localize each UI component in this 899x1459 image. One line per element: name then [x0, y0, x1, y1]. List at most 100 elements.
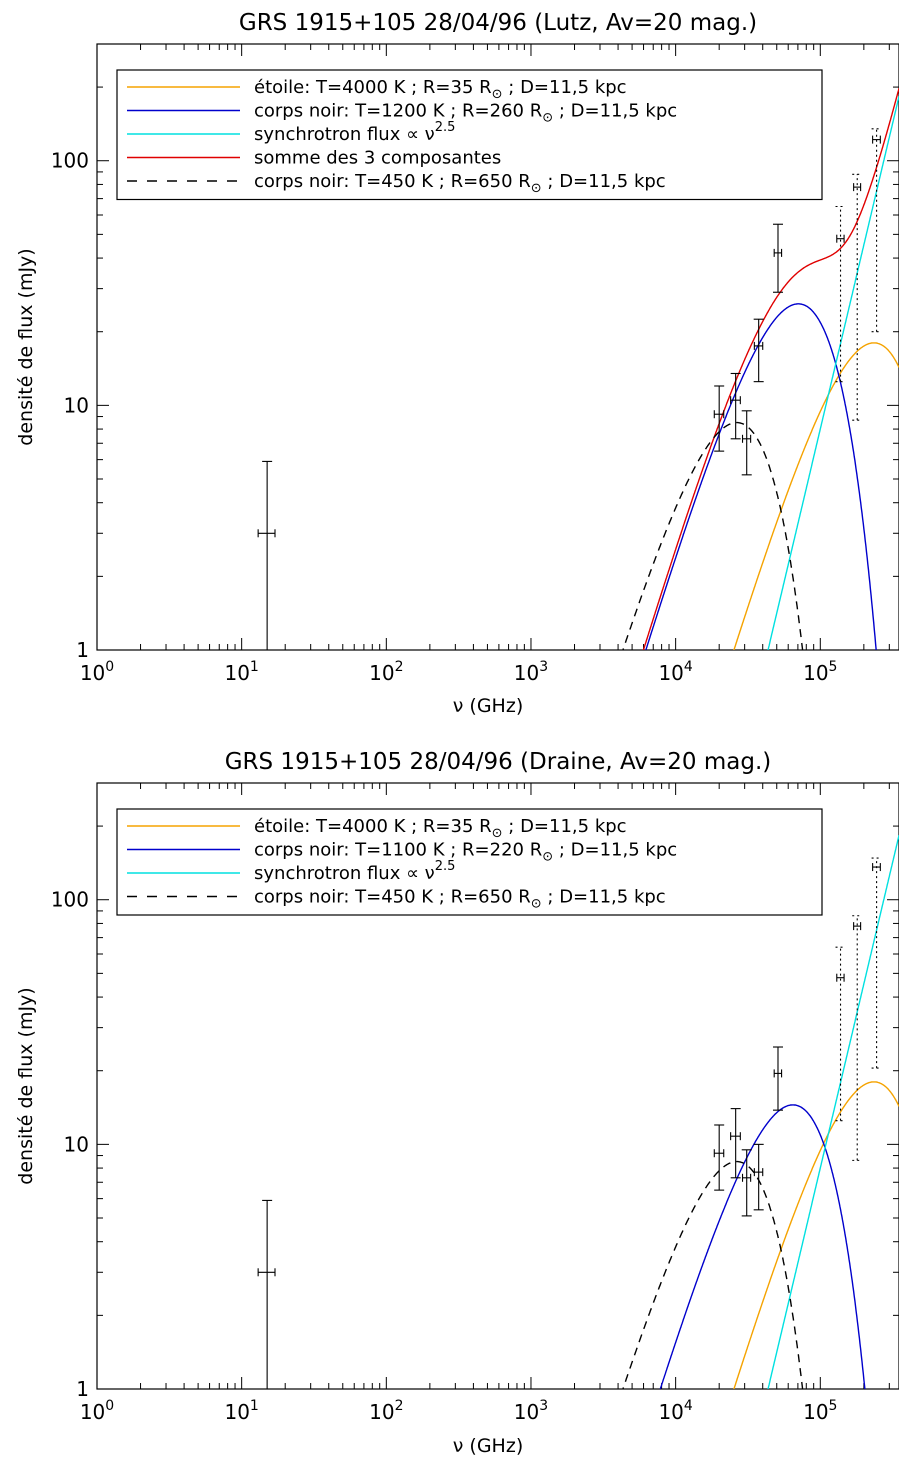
legend-tail: ; D=11,5 kpc [503, 816, 627, 837]
x-tick-label-exponent: 2 [395, 659, 404, 675]
x-tick-label-exponent: 3 [539, 1398, 548, 1414]
legend-entry: corps noir: T=1100 K ; R=220 R⊙ ; D=11,5… [254, 840, 677, 865]
x-tick-label: 104 [658, 1398, 692, 1424]
x-tick-label-exponent: 1 [250, 659, 259, 675]
x-tick-label: 105 [803, 1398, 837, 1424]
x-axis-label: ν (GHz) [453, 1435, 523, 1457]
data-point [257, 460, 276, 650]
x-tick-label-base: 10 [658, 1400, 683, 1424]
legend-entry: corps noir: T=450 K ; R=650 R⊙ ; D=11,5 … [254, 171, 666, 196]
legend-text: corps noir: T=1100 K ; R=220 R [254, 840, 542, 861]
series-line-bb [645, 303, 877, 650]
x-tick-label-base: 10 [803, 661, 828, 685]
plot-frame [96, 782, 899, 1390]
legend-subscript: ⊙ [492, 826, 503, 841]
x-tick-label-exponent: 4 [684, 1398, 693, 1414]
data-point [713, 385, 725, 452]
legend-entry: étoile: T=4000 K ; R=35 R⊙ ; D=11,5 kpc [254, 77, 627, 102]
legend-entry: synchrotron flux ∝ ν2.5 [254, 120, 455, 145]
x-tick-label-exponent: 4 [684, 659, 693, 675]
legend-tail: ; D=11,5 kpc [542, 887, 666, 908]
x-tick-label: 100 [80, 659, 114, 685]
series-line-bbd [622, 1160, 804, 1389]
data-point [852, 173, 863, 421]
data-point [753, 318, 764, 383]
data-point [741, 410, 752, 476]
x-tick-label: 105 [803, 659, 837, 685]
series-line-bb [659, 1104, 866, 1389]
data-point [835, 946, 846, 1122]
legend-tail: ; D=11,5 kpc [553, 101, 677, 122]
y-tick-label: 100 [51, 888, 89, 912]
data-point [772, 223, 783, 293]
data-point [852, 915, 863, 1161]
legend-subscript: ⊙ [542, 111, 553, 126]
y-axis-label: densité de flux (mJy) [15, 248, 37, 445]
legend-subscript: ⊙ [542, 850, 553, 865]
x-axis-label: ν (GHz) [453, 695, 523, 717]
x-tick-label-exponent: 2 [395, 1398, 404, 1414]
x-tick-label-exponent: 5 [829, 1398, 838, 1414]
x-tick-label-exponent: 1 [250, 1398, 259, 1414]
x-tick-label-exponent: 0 [105, 659, 114, 675]
y-tick-label: 100 [51, 149, 89, 173]
curves [622, 88, 899, 650]
legend-subscript: ⊙ [531, 181, 542, 196]
x-tick-label-base: 10 [803, 1400, 828, 1424]
legend-text: synchrotron flux ∝ ν [254, 124, 435, 145]
x-tick-label: 101 [224, 1398, 258, 1424]
x-tick-label-base: 10 [369, 1400, 394, 1424]
series-line-sync [767, 835, 899, 1389]
chart-panel-draine: GRS 1915+105 28/04/96 (Draine, Av=20 mag… [15, 749, 899, 1457]
legend-subscript: ⊙ [492, 87, 503, 102]
x-tick-label-exponent: 0 [105, 1398, 114, 1414]
x-tick-label-base: 10 [514, 1400, 539, 1424]
legend-text: corps noir: T=450 K ; R=650 R [254, 887, 531, 908]
x-tick-label-base: 10 [369, 661, 394, 685]
x-tick-label-base: 10 [80, 1400, 105, 1424]
y-tick-label: 10 [64, 393, 89, 417]
legend-entry: synchrotron flux ∝ ν2.5 [254, 859, 455, 884]
x-tick-label: 101 [224, 659, 258, 685]
legend-entry: corps noir: T=1200 K ; R=260 R⊙ ; D=11,5… [254, 101, 677, 126]
legend-subscript: ⊙ [531, 897, 542, 912]
x-tick-label-base: 10 [224, 1400, 249, 1424]
legend-superscript: 2.5 [435, 859, 456, 874]
series-line-sync [767, 96, 899, 650]
legend-tail: ; D=11,5 kpc [553, 840, 677, 861]
data-point [871, 857, 882, 1069]
data-point [753, 1143, 764, 1211]
data-point [730, 372, 741, 440]
y-tick-label: 1 [76, 638, 89, 662]
y-tick-label: 10 [64, 1132, 89, 1156]
legend: étoile: T=4000 K ; R=35 R⊙ ; D=11,5 kpcc… [116, 808, 823, 916]
plot-frame [96, 43, 899, 651]
x-tick-label-exponent: 5 [829, 659, 838, 675]
legend-text: corps noir: T=1200 K ; R=260 R [254, 101, 542, 122]
legend-text: étoile: T=4000 K ; R=35 R [254, 77, 492, 98]
legend-superscript: 2.5 [435, 120, 456, 135]
series-line-star [733, 1081, 899, 1389]
curves [622, 835, 899, 1389]
y-axis-label: densité de flux (mJy) [15, 987, 37, 1184]
series-line-bbd [622, 421, 804, 650]
x-tick-label: 102 [369, 1398, 403, 1424]
series-line-star [733, 342, 899, 650]
y-tick-label: 1 [76, 1377, 89, 1401]
chart-title: GRS 1915+105 28/04/96 (Draine, Av=20 mag… [225, 749, 772, 775]
x-tick-label-base: 10 [658, 661, 683, 685]
legend-text: étoile: T=4000 K ; R=35 R [254, 816, 492, 837]
x-tick-label: 104 [658, 659, 692, 685]
x-tick-label: 103 [514, 659, 548, 685]
data-points [257, 857, 882, 1389]
data-point [713, 1124, 725, 1191]
x-tick-label: 103 [514, 1398, 548, 1424]
legend-box [116, 69, 823, 201]
legend: étoile: T=4000 K ; R=35 R⊙ ; D=11,5 kpcc… [116, 69, 823, 201]
x-tick-label-base: 10 [80, 661, 105, 685]
data-point [772, 1046, 783, 1111]
data-point [871, 128, 882, 333]
chart-panel-lutz: GRS 1915+105 28/04/96 (Lutz, Av=20 mag.)… [15, 10, 899, 717]
data-point [835, 205, 846, 383]
